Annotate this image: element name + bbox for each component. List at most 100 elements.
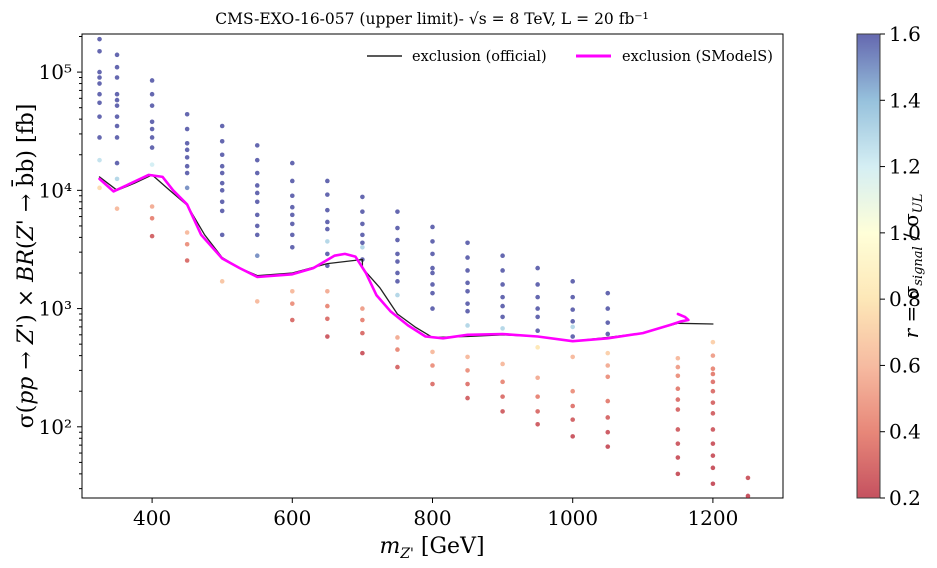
x-axis-title: mZ' [GeV] <box>379 534 484 562</box>
data-point <box>500 314 505 320</box>
data-point <box>710 353 716 358</box>
data-point <box>184 163 190 169</box>
data-point <box>675 471 681 477</box>
data-point <box>710 400 716 405</box>
data-point <box>184 230 190 235</box>
data-point <box>500 268 505 273</box>
data-point <box>219 208 225 214</box>
data-point <box>360 240 365 246</box>
data-point <box>254 199 260 205</box>
data-point <box>745 493 751 498</box>
data-point <box>570 354 575 360</box>
data-point <box>219 138 225 144</box>
data-point <box>570 307 575 312</box>
data-point <box>254 299 260 304</box>
data-point <box>219 123 225 129</box>
data-point <box>430 363 435 368</box>
data-point <box>675 441 681 446</box>
data-point <box>430 239 435 244</box>
colorbar-tick-label: 1.2 <box>889 155 921 179</box>
x-axis: 400 600 800 1000 1200 <box>133 498 738 530</box>
data-point <box>149 216 155 221</box>
data-point <box>500 379 505 385</box>
data-point <box>535 375 540 381</box>
data-point <box>184 126 190 132</box>
data-point <box>535 409 540 414</box>
data-point <box>465 395 470 401</box>
data-point <box>535 394 540 399</box>
data-point <box>675 427 681 432</box>
data-point <box>395 251 400 257</box>
data-point <box>325 226 330 232</box>
data-point <box>97 36 102 42</box>
data-point <box>360 317 365 323</box>
colorbar-tick-label: 0.6 <box>889 353 921 377</box>
data-point <box>395 259 400 264</box>
data-point <box>465 323 470 328</box>
data-point <box>710 411 716 416</box>
data-point <box>325 219 330 225</box>
data-point <box>149 233 155 239</box>
data-point <box>149 135 155 140</box>
colorbar <box>856 33 881 499</box>
colorbar-label: r = σsignal / σUL <box>899 194 926 339</box>
data-point <box>97 157 102 163</box>
data-point <box>430 265 435 271</box>
colorbar-tick-label: 1.6 <box>889 22 921 46</box>
data-point <box>325 334 330 339</box>
data-point <box>675 355 681 361</box>
data-point <box>605 331 611 337</box>
data-point <box>535 422 540 427</box>
data-point <box>149 78 155 83</box>
data-point <box>360 194 365 200</box>
data-point <box>254 232 260 238</box>
data-point <box>254 143 260 148</box>
data-point <box>360 330 365 336</box>
data-point <box>97 100 102 106</box>
data-point <box>535 265 540 271</box>
data-point <box>500 361 505 367</box>
data-point <box>395 292 400 298</box>
data-point <box>465 255 470 260</box>
data-point <box>430 251 435 257</box>
data-point <box>97 114 102 119</box>
data-point <box>254 212 260 218</box>
data-point <box>535 328 540 333</box>
data-point <box>184 185 190 191</box>
data-point <box>605 290 611 296</box>
data-point <box>290 193 295 199</box>
data-point <box>149 91 155 97</box>
data-point <box>710 339 716 345</box>
data-point <box>254 183 260 188</box>
data-point <box>184 258 190 263</box>
data-point <box>97 69 102 75</box>
x-tick-label: 1000 <box>547 506 598 530</box>
data-point <box>184 170 190 176</box>
data-point <box>97 185 102 191</box>
x-tick-label: 800 <box>413 506 451 530</box>
data-point <box>465 308 470 314</box>
colorbar-tick-label: 1.0 <box>889 221 921 245</box>
data-point <box>395 209 400 214</box>
data-point <box>219 152 225 158</box>
y-axis: 10² 10³ 10⁴ 10⁵ <box>39 36 82 490</box>
x-tick-label: 600 <box>273 506 311 530</box>
data-point <box>114 176 120 182</box>
data-point <box>114 135 120 140</box>
data-point <box>360 306 365 311</box>
data-point <box>219 199 225 205</box>
data-point <box>605 429 611 435</box>
chart-title: CMS-EXO-16-057 (upper limit)- √s = 8 TeV… <box>215 10 649 28</box>
data-point <box>605 444 611 449</box>
data-point <box>430 224 435 230</box>
data-point <box>570 417 575 422</box>
data-point <box>710 481 716 487</box>
x-tick-label: 1200 <box>687 506 738 530</box>
data-point <box>219 163 225 169</box>
colorbar-tick-label: 0.4 <box>889 420 921 444</box>
data-point <box>149 145 155 150</box>
data-point <box>500 253 505 259</box>
data-point <box>290 301 295 306</box>
data-point <box>430 270 435 276</box>
